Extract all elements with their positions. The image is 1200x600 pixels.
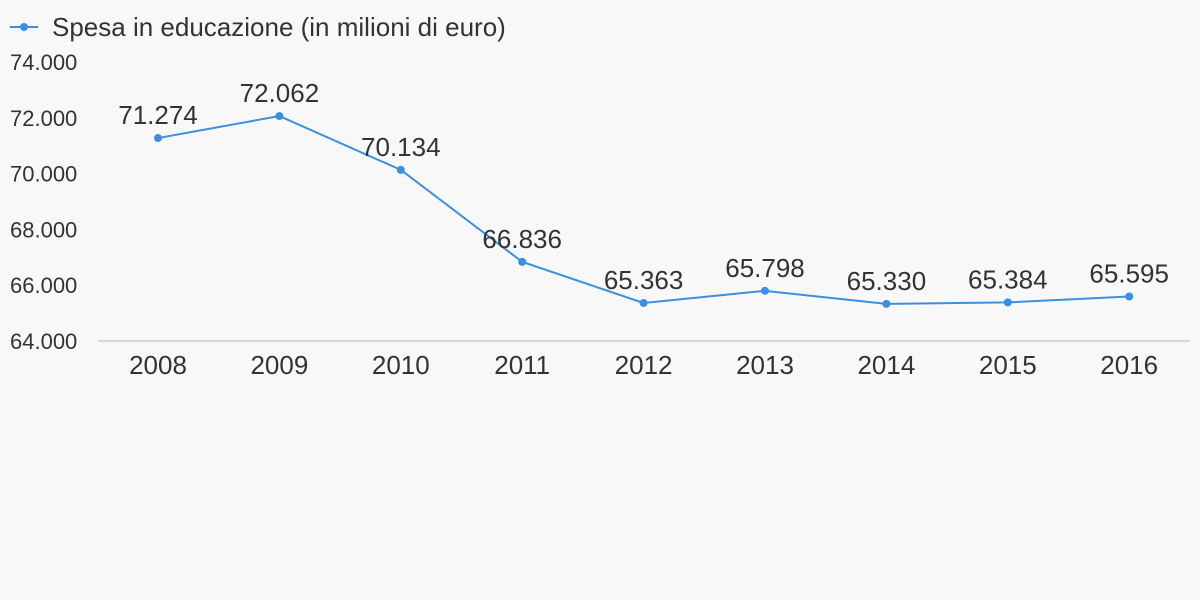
data-label: 65.330	[847, 266, 927, 296]
x-tick-label: 2014	[857, 350, 915, 380]
y-tick-label: 70.000	[10, 162, 77, 187]
x-axis: 2008 2009 2010 2011 2012 2013 2014 2015 2016	[129, 350, 1158, 380]
legend-point-marker	[20, 23, 28, 31]
data-point[interactable]	[761, 286, 769, 295]
x-tick-label: 2015	[979, 350, 1037, 380]
y-axis: 64.000 66.000 68.000 70.000 72.000 74.000	[10, 50, 77, 354]
x-tick-label: 2008	[129, 350, 187, 380]
y-tick-label: 66.000	[10, 273, 77, 298]
data-point[interactable]	[396, 165, 405, 174]
data-label: 65.363	[604, 265, 684, 295]
data-label: 71.274	[118, 100, 198, 130]
data-point[interactable]	[154, 134, 162, 143]
data-point[interactable]	[882, 299, 891, 308]
x-tick-label: 2009	[250, 350, 308, 380]
data-point[interactable]	[1125, 292, 1134, 301]
data-point[interactable]	[1003, 298, 1012, 307]
x-tick-label: 2011	[494, 350, 550, 380]
x-tick-label: 2016	[1100, 350, 1158, 380]
y-tick-label: 72.000	[10, 106, 77, 131]
data-label: 65.595	[1089, 258, 1169, 288]
series-layer: 71.274 72.062 70.134 66.836 65.363 65.798 65.3…	[118, 78, 1169, 308]
x-tick-label: 2010	[372, 350, 430, 380]
data-label: 72.062	[240, 78, 320, 108]
data-label: 70.134	[361, 132, 441, 162]
data-point[interactable]	[639, 298, 648, 307]
data-label: 66.836	[482, 224, 562, 254]
x-tick-label: 2012	[615, 350, 673, 380]
y-tick-label: 74.000	[10, 50, 77, 75]
data-label: 65.384	[968, 264, 1048, 294]
x-tick-label: 2013	[736, 350, 794, 380]
data-point[interactable]	[518, 257, 527, 266]
y-tick-label: 68.000	[10, 217, 77, 242]
data-point[interactable]	[275, 112, 284, 121]
legend-label: Spesa in educazione (in milioni di euro)	[52, 12, 506, 42]
y-tick-label: 64.000	[10, 329, 77, 354]
data-label: 65.798	[725, 253, 805, 283]
legend[interactable]: Spesa in educazione (in milioni di euro)	[10, 12, 506, 42]
